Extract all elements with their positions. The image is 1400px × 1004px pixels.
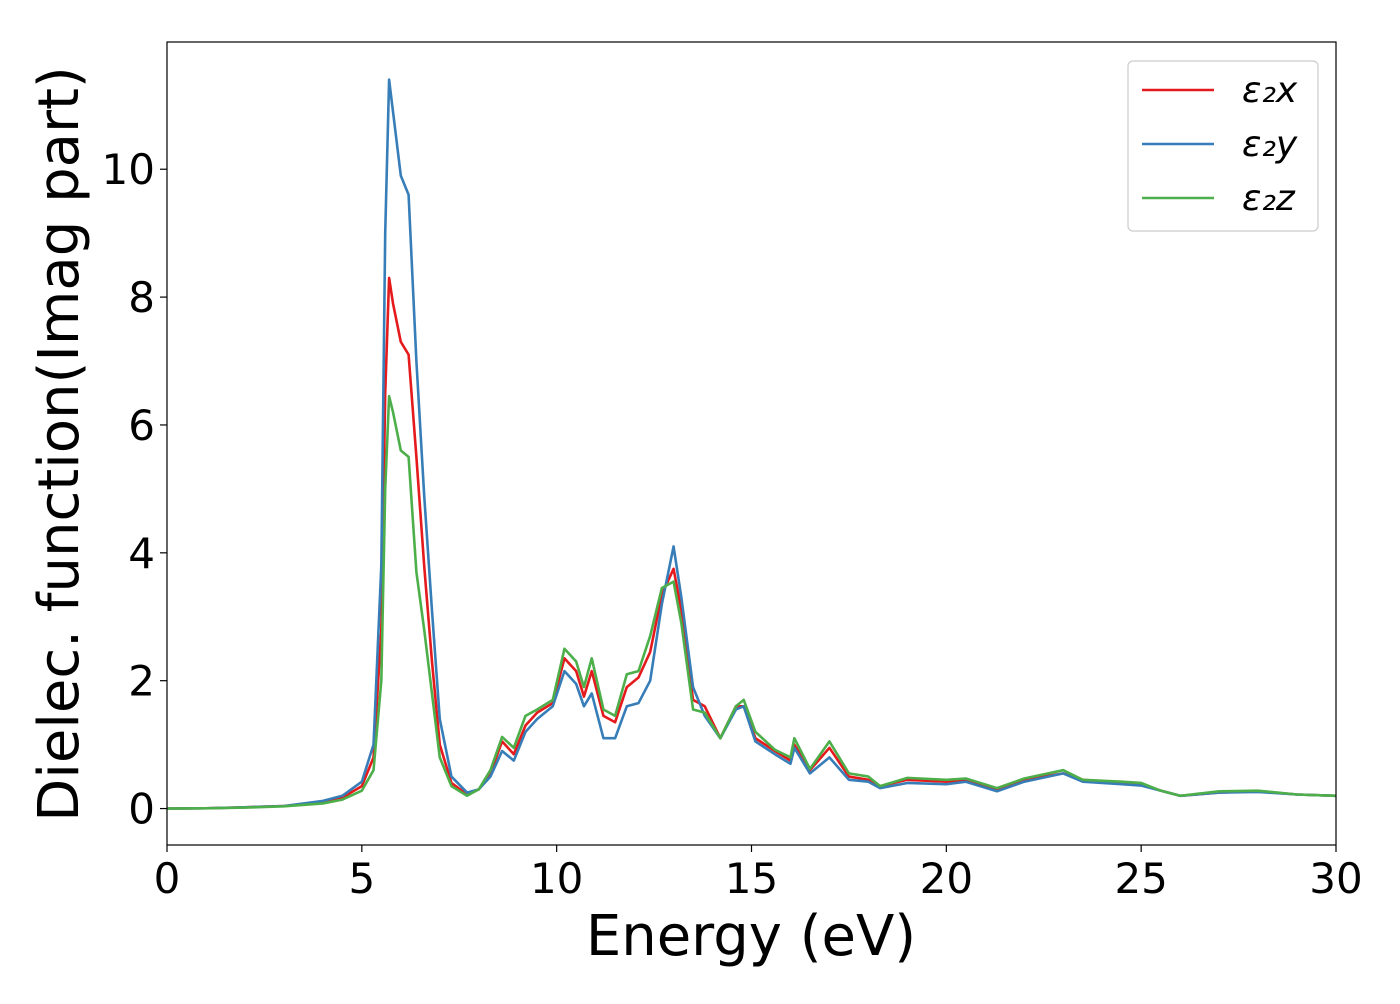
y-tick-label: 2 — [128, 657, 155, 706]
y-tick-label: 6 — [128, 401, 155, 450]
x-tick-label: 20 — [920, 854, 973, 903]
x-tick-label: 30 — [1309, 854, 1362, 903]
series-line — [167, 394, 1336, 810]
y-tick-label: 4 — [128, 529, 155, 578]
x-tick-label: 15 — [725, 854, 778, 903]
series-line — [167, 78, 1336, 810]
legend-label: ε₂y — [1242, 124, 1298, 165]
legend-label: ε₂z — [1242, 178, 1296, 219]
plot-frame — [166, 41, 1337, 846]
legend-box — [1127, 60, 1319, 232]
y-axis-label: Dielec. function(Imag part) — [27, 66, 92, 822]
legend-label: ε₂x — [1242, 70, 1298, 111]
y-tick-label: 8 — [128, 273, 155, 322]
x-axis-label: Energy (eV) — [586, 904, 916, 969]
x-tick-label: 0 — [154, 854, 181, 903]
y-tick-label: 0 — [128, 785, 155, 834]
x-tick-label: 5 — [348, 854, 375, 903]
x-tick-label: 10 — [530, 854, 583, 903]
x-tick-label: 25 — [1114, 854, 1167, 903]
y-tick-label: 10 — [102, 145, 155, 194]
